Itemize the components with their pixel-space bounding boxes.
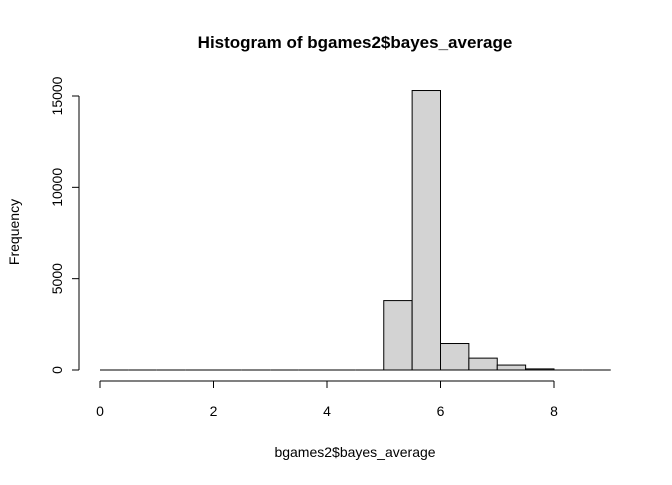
chart-title: Histogram of bgames2$bayes_average — [198, 33, 513, 52]
histogram-bar — [411, 90, 441, 371]
histogram-bar — [440, 343, 470, 371]
histogram-bar — [383, 300, 413, 371]
y-axis: 0 5000 10000 15000 — [49, 76, 80, 374]
bars-layer — [100, 90, 611, 371]
y-tick-label: 15000 — [49, 76, 65, 115]
x-tick-label: 8 — [550, 403, 558, 419]
x-axis: 0 2 4 6 8 — [96, 380, 558, 419]
histogram-bar — [468, 357, 498, 371]
histogram-bar — [525, 368, 555, 371]
y-tick-label: 5000 — [49, 263, 65, 294]
histogram-bar — [496, 364, 527, 371]
x-tick-label: 0 — [96, 403, 104, 419]
x-tick-label: 4 — [323, 403, 331, 419]
y-tick-label: 0 — [49, 366, 65, 374]
x-tick-label: 2 — [210, 403, 218, 419]
y-tick-label: 10000 — [49, 168, 65, 207]
y-axis-label: Frequency — [6, 199, 22, 265]
x-tick-label: 6 — [437, 403, 445, 419]
x-axis-label: bgames2$bayes_average — [274, 444, 435, 460]
